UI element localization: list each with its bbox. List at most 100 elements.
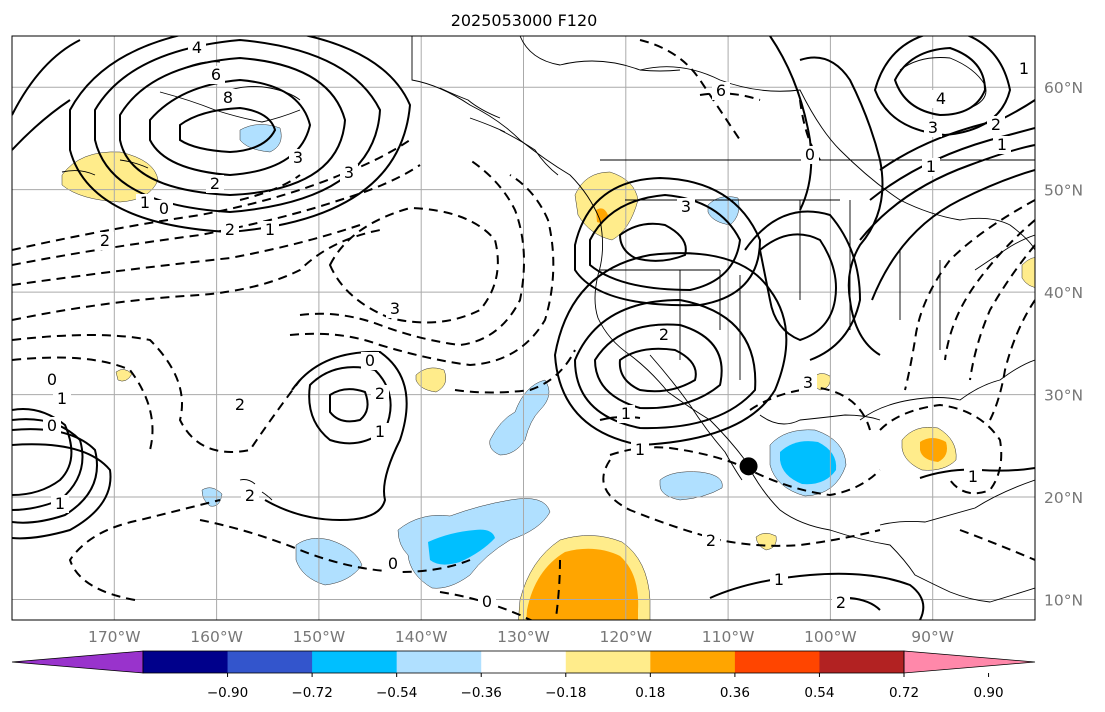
longitude-axis: 170°W 160°W 150°W 140°W 130°W 120°W 110°W 100°W… [88,628,954,646]
contour-label: 0 [159,199,169,218]
latitude-label: 10°N [1044,592,1083,610]
contour-label-background [340,164,358,182]
latitude-axis: 60°N 50°N 40°N 30°N 20°N 10°N [1044,79,1083,609]
contour-label-background [136,194,154,212]
contour-label-background [987,116,1005,134]
contour-label: 2 [991,115,1001,134]
contour-label-background [241,487,259,505]
colorbar-segment [481,651,567,673]
longitude-label: 120°W [599,628,652,646]
contour-label-background [231,396,249,414]
latitude-label: 40°N [1044,284,1083,302]
contour-label-background [51,495,69,513]
negative-anomaly-region [489,379,550,456]
contour-label: 1 [968,467,978,486]
colorbar-label: −0.72 [291,685,332,701]
colorbar-label: 0.54 [804,685,834,701]
contour-label: 4 [192,38,202,57]
colorbar-segment [143,651,229,673]
contour-label: 3 [390,299,400,318]
colorbar-label: 0.36 [720,685,750,701]
colorbar-label: −0.54 [376,685,417,701]
longitude-label: 150°W [293,628,346,646]
longitude-label: 140°W [395,628,448,646]
negative-anomaly-region [659,471,723,501]
contour-label: 1 [774,570,784,589]
negative-anomaly-region [239,124,282,153]
contour-label: 1 [621,404,631,423]
contour-label-background [43,417,61,435]
colorbar-extend-min [11,650,144,674]
contour-label: 2 [225,220,235,239]
contour-label: 4 [936,89,946,108]
contour-label-background [43,371,61,389]
contour-label-background [770,571,788,589]
contour-label-background [799,374,817,392]
colorbar-segment [396,651,482,673]
location-marker [739,457,758,476]
contour-label-background [96,232,114,250]
latitude-label: 50°N [1044,182,1083,200]
positive-anomaly-core [526,548,639,620]
contour-label: 0 [482,592,492,611]
contour-label: 3 [293,148,303,167]
contour-label-background [617,405,635,423]
positive-anomaly-region [1021,257,1035,288]
colorbar-segment [565,651,651,673]
contour-label-background [155,200,173,218]
contour-label-background [188,39,206,57]
latitude-label: 20°N [1044,489,1083,507]
contour-label-background [922,158,940,176]
contour-label: 1 [375,422,385,441]
contour-label-background [1015,60,1033,78]
latitude-label: 60°N [1044,79,1083,97]
contour-label-background [478,593,496,611]
contour-label-background [207,66,225,84]
contour-label: 2 [210,174,220,193]
contour-label-background [384,555,402,573]
contour-label: 3 [681,197,691,216]
contour-label-background [371,385,389,403]
colorbar-label: −0.36 [461,685,502,701]
contour-label: 8 [223,88,233,107]
colorbar-segment [819,651,905,673]
strong-negative-anomaly-core [428,529,495,565]
colorbar-frame [142,650,905,674]
positive-anomaly-core [920,438,947,462]
longitude-label: 170°W [88,628,141,646]
contour-label-background [932,90,950,108]
longitude-label: 100°W [804,628,857,646]
contours-negative [12,39,1035,620]
contour-label: 0 [365,351,375,370]
contour-label: 2 [836,593,846,612]
figure-title: 2025053000 F120 [451,11,598,30]
colorbar-segment [312,651,398,673]
contour-label-background [924,119,942,137]
contour-label-background [631,441,649,459]
contour-label: 1 [926,157,936,176]
contour-label: 3 [928,118,938,137]
contour-label: 0 [47,370,57,389]
colorbar-label: −0.90 [207,685,248,701]
contour-label-background [361,352,379,370]
contour-label-background [206,175,224,193]
colorbar-segment [227,651,313,673]
colorbar-label: −0.18 [545,685,586,701]
contour-label: 2 [100,231,110,250]
colorbar-label: 0.18 [635,685,665,701]
longitude-label: 110°W [702,628,755,646]
contour-label: 0 [47,416,57,435]
contour-label-background [386,300,404,318]
contour-label: 0 [805,145,815,164]
colorbar: −0.90 −0.72 −0.54 −0.36 −0.18 0.18 0.36 0.54 0.7… [11,650,1036,701]
latitude-label: 30°N [1044,387,1083,405]
contour-label-background [53,390,71,408]
contour-label-background [261,221,279,239]
colorbar-segment [650,651,736,673]
contour-label: 1 [55,494,65,513]
gridlines [12,36,1035,620]
contour-label-background [832,594,850,612]
